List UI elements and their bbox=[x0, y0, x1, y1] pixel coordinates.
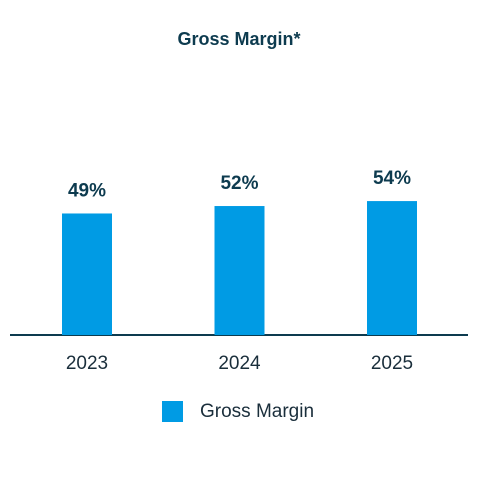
legend-label: Gross Margin bbox=[200, 401, 314, 422]
data-label: 49% bbox=[68, 180, 106, 201]
data-label: 52% bbox=[220, 173, 258, 194]
x-tick-label: 2024 bbox=[218, 353, 261, 374]
x-tick-label: 2025 bbox=[371, 353, 413, 374]
x-tick-label: 2023 bbox=[66, 353, 108, 374]
legend-swatch bbox=[162, 401, 183, 422]
bar bbox=[367, 201, 417, 335]
chart-title: Gross Margin* bbox=[177, 29, 300, 49]
bar bbox=[214, 206, 265, 335]
bar bbox=[62, 213, 112, 335]
data-label: 54% bbox=[373, 168, 411, 189]
